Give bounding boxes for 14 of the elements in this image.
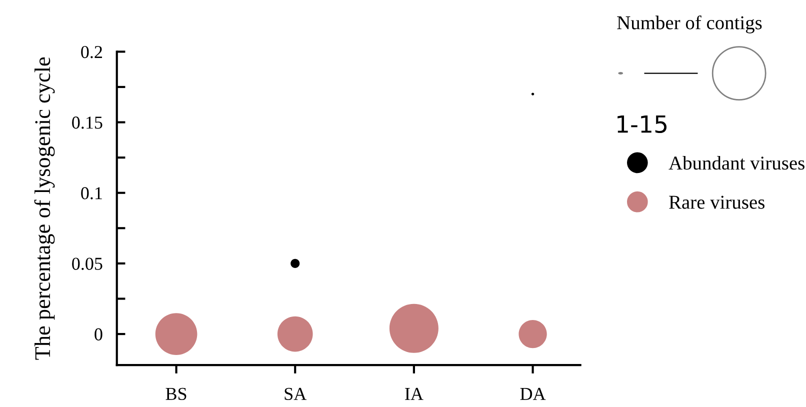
legend-label: Abundant viruses [668, 156, 804, 170]
x-tick-label: IA [405, 388, 424, 400]
y-tick-label: 0.1 [81, 187, 102, 200]
y-axis-title: The percentage of lysogenic cycle [34, 57, 55, 360]
x-tick-label: SA [284, 388, 307, 400]
y-tick-label: 0 [94, 328, 102, 340]
y-tick-label: 0.15 [72, 116, 102, 129]
y-tick-label: 0.05 [72, 258, 102, 270]
y-tick-label: 0.2 [81, 46, 102, 58]
legend-label: Rare viruses [669, 196, 764, 209]
x-tick-label: DA [520, 388, 546, 400]
text: 1-15 [618, 115, 666, 134]
legend-title: Number of contigs [617, 15, 762, 34]
x-tick-label: BS [166, 388, 186, 400]
